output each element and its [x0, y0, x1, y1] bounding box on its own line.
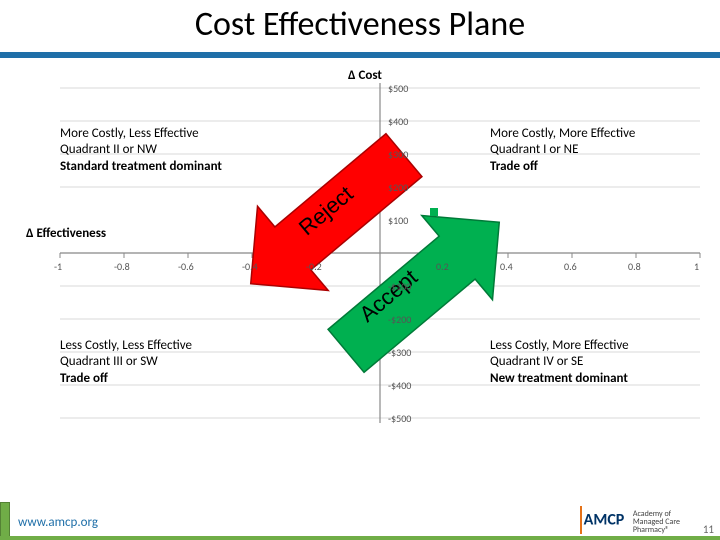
ytick: -$400 [388, 379, 411, 392]
xtick: 0.6 [564, 260, 577, 273]
plane-svg [0, 58, 720, 478]
ytick: $300 [388, 148, 408, 161]
footer-logo-main: AMCP [584, 511, 625, 530]
footer-logo: AMCP Academy of Managed Care Pharmacy® [584, 510, 680, 534]
footer-green-thin [0, 536, 720, 540]
xtick: -0.8 [114, 260, 130, 273]
footer-green-block [0, 502, 10, 540]
ytick: -$200 [388, 313, 411, 326]
quad-se: Less Costly, More Effective Quadrant IV … [490, 338, 629, 387]
xtick: -0.2 [306, 260, 322, 273]
quad-se-l3: New treatment dominant [490, 371, 628, 386]
quad-se-l2: Quadrant IV or SE [490, 354, 583, 369]
quad-ne: More Costly, More Effective Quadrant I o… [490, 126, 635, 175]
xtick: -1 [54, 260, 62, 273]
quad-sw-l2: Quadrant III or SW [60, 354, 158, 369]
quad-nw-l3: Standard treatment dominant [60, 159, 222, 174]
ytick: $200 [388, 181, 408, 194]
ytick: -$300 [388, 346, 411, 359]
xtick: -0.6 [178, 260, 194, 273]
footer-logo-sub: Academy of Managed Care Pharmacy® [633, 510, 680, 534]
quad-sw-l1: Less Costly, Less Effective [60, 338, 192, 353]
page-number: 11 [703, 523, 714, 536]
page-title: Cost Effectiveness Plane [0, 0, 720, 45]
footer-url: www.amcp.org [18, 515, 98, 530]
quad-ne-l1: More Costly, More Effective [490, 126, 635, 141]
ytick: -$500 [388, 412, 411, 425]
xtick: 0.8 [628, 260, 641, 273]
footer: www.amcp.org AMCP Academy of Managed Car… [0, 500, 720, 540]
quad-nw-l2: Quadrant II or NW [60, 142, 157, 157]
xtick: -0.4 [242, 260, 258, 273]
quad-sw-l3: Trade off [60, 371, 108, 386]
footer-orange-sep [580, 506, 582, 534]
quad-ne-l2: Quadrant I or NE [490, 142, 578, 157]
xtick: 1 [694, 260, 699, 273]
title-bar: Cost Effectiveness Plane [0, 0, 720, 52]
ytick: $100 [388, 214, 408, 227]
ce-plane-chart: Δ Cost Δ Effectiveness [0, 58, 720, 478]
quad-ne-l3: Trade off [490, 159, 538, 174]
xtick: 0.2 [436, 260, 449, 273]
ytick: $400 [388, 115, 408, 128]
quad-nw: More Costly, Less Effective Quadrant II … [60, 126, 222, 175]
ytick: $500 [388, 82, 408, 95]
quad-nw-l1: More Costly, Less Effective [60, 126, 199, 141]
quad-sw: Less Costly, Less Effective Quadrant III… [60, 338, 192, 387]
quad-se-l1: Less Costly, More Effective [490, 338, 629, 353]
xtick: 0.4 [500, 260, 513, 273]
ytick: -$100 [388, 280, 411, 293]
